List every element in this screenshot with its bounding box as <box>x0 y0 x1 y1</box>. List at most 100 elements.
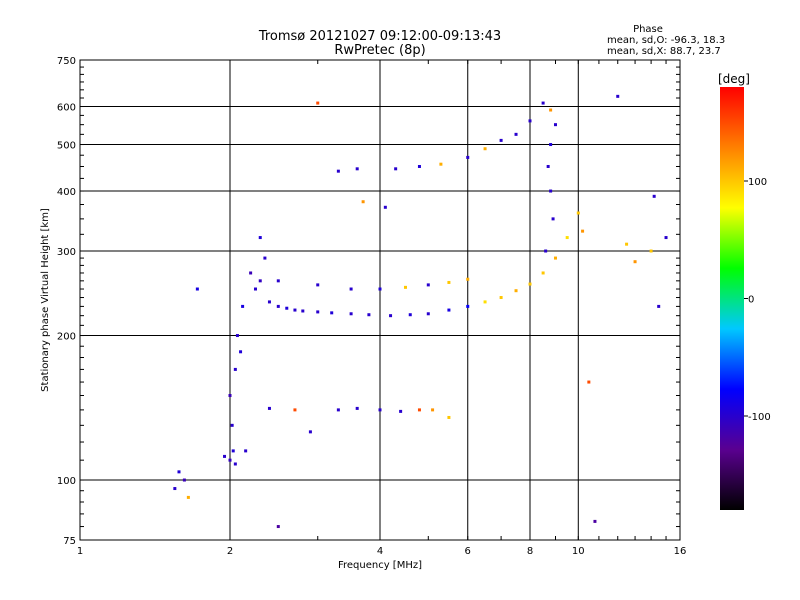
data-point <box>336 169 340 173</box>
x-axis-ticks: 1 2 4 6 8 10 16 <box>77 60 687 557</box>
y-tick-label: 400 <box>57 187 76 198</box>
phase-stats-o: mean, sd,O: -96.3, 18.3 <box>607 35 725 46</box>
data-point <box>316 310 320 314</box>
x-tick-label: 16 <box>674 546 687 557</box>
data-point <box>664 236 668 240</box>
data-point <box>228 394 232 398</box>
data-point <box>355 167 359 171</box>
data-point <box>301 309 305 313</box>
data-point <box>383 205 387 209</box>
data-point <box>553 256 557 260</box>
data-point <box>186 495 190 499</box>
data-point <box>308 430 312 434</box>
x-axis-label: Frequency [MHz] <box>338 560 422 571</box>
colorbar <box>720 87 744 510</box>
data-point <box>431 408 435 412</box>
data-point <box>378 287 382 291</box>
data-point <box>394 167 398 171</box>
data-point <box>276 304 280 308</box>
y-tick-label: 100 <box>57 476 76 487</box>
colorbar-tick-label: 0 <box>748 295 754 306</box>
data-point <box>249 271 253 275</box>
colorbar-tick-label: -100 <box>748 412 771 423</box>
data-point <box>541 271 545 275</box>
data-point <box>276 279 280 283</box>
data-point <box>439 162 443 166</box>
data-point <box>514 132 518 136</box>
y-tick-label: 75 <box>63 536 76 547</box>
data-point <box>267 300 271 304</box>
data-point <box>581 229 585 233</box>
data-point <box>553 123 557 127</box>
data-point <box>541 101 545 105</box>
data-point <box>316 283 320 287</box>
data-point <box>546 164 550 168</box>
data-point <box>447 415 451 419</box>
colorbar-label: [deg] <box>718 72 750 86</box>
y-tick-label: 750 <box>57 56 76 67</box>
data-point <box>426 283 430 287</box>
data-point <box>293 308 297 312</box>
data-point <box>173 487 177 491</box>
y-axis-label: Stationary phase Virtual Height [km] <box>40 208 51 392</box>
data-point <box>263 256 267 260</box>
y-axis-ticks: 75 100 200 300 400 500 600 750 <box>57 56 680 547</box>
colorbar-ticks: 100 0 -100 <box>744 177 771 423</box>
data-point <box>389 314 393 318</box>
data-point <box>253 287 257 291</box>
data-point <box>657 304 661 308</box>
data-point <box>447 280 451 284</box>
data-point <box>276 525 280 529</box>
data-point <box>408 313 412 317</box>
data-point <box>447 308 451 312</box>
data-point <box>649 249 653 253</box>
data-point <box>466 304 470 308</box>
data-point <box>576 211 580 215</box>
data-point <box>399 409 403 413</box>
data-point <box>625 242 629 246</box>
chart-subtitle: RwPretec (8p) <box>334 43 425 58</box>
data-point <box>378 408 382 412</box>
data-point <box>565 236 569 240</box>
y-tick-label: 200 <box>57 332 76 343</box>
x-tick-label: 8 <box>527 546 533 557</box>
data-point <box>593 519 597 523</box>
data-point <box>499 138 503 142</box>
data-point <box>499 296 503 300</box>
data-point <box>330 311 334 315</box>
y-tick-label: 600 <box>57 103 76 114</box>
y-tick-label: 500 <box>57 141 76 152</box>
data-point <box>466 155 470 159</box>
data-points <box>173 94 668 529</box>
data-point <box>403 285 407 289</box>
data-point <box>587 380 591 384</box>
data-point <box>528 282 532 286</box>
data-point <box>223 454 227 458</box>
data-point <box>349 312 353 316</box>
data-point <box>616 94 620 98</box>
y-tick-label: 300 <box>57 247 76 258</box>
data-point <box>230 423 234 427</box>
data-point <box>426 312 430 316</box>
x-tick-label: 2 <box>227 546 233 557</box>
data-point <box>258 279 262 283</box>
data-point <box>483 147 487 151</box>
data-point <box>285 306 289 310</box>
phase-heading: Phase <box>633 24 663 35</box>
data-point <box>293 408 297 412</box>
data-point <box>551 217 555 221</box>
data-point <box>549 143 553 147</box>
data-point <box>177 470 181 474</box>
data-point <box>633 260 637 264</box>
data-point <box>233 367 237 371</box>
data-point <box>316 101 320 105</box>
data-point <box>239 350 243 354</box>
data-point <box>544 249 548 253</box>
data-point <box>182 478 186 482</box>
plot-area: 1 2 4 6 8 10 16 75 100 200 300 400 500 600 750 <box>57 56 686 557</box>
data-point <box>549 189 553 193</box>
data-point <box>652 194 656 198</box>
x-tick-label: 6 <box>465 546 471 557</box>
data-point <box>549 108 553 112</box>
x-tick-label: 1 <box>77 546 83 557</box>
